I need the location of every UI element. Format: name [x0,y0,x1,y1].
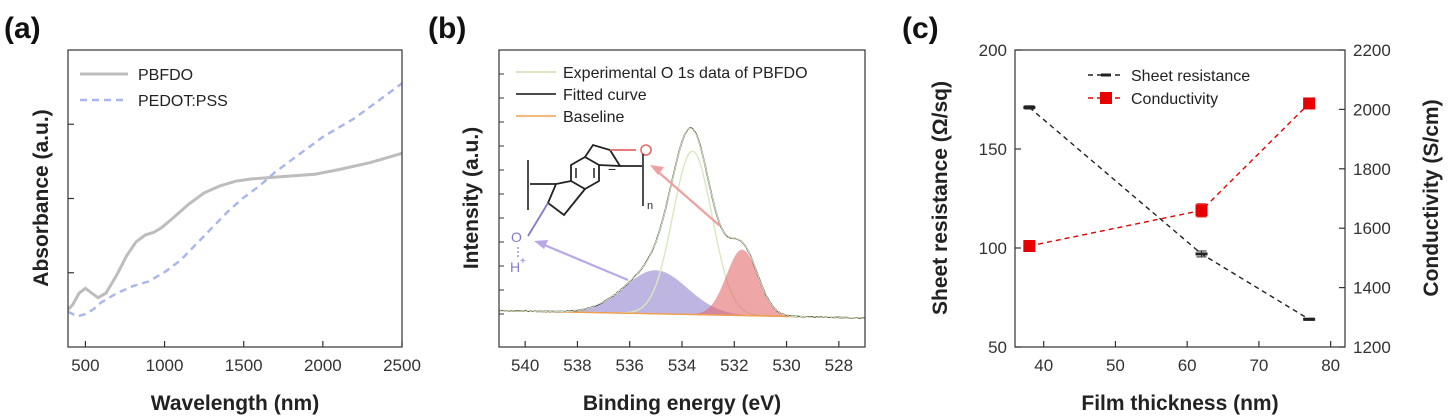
absorbance-x-axis-title: Wavelength (nm) [151,392,319,415]
chart-sheet-resistance: 40 50 60 70 80 50 100 150 200 1200 1400 1600 1800 200… [929,41,1443,415]
resistance-left-tick-label: 150 [979,140,1007,159]
legend-label-experimental: Experimental O 1s data of PBFDO [563,65,808,82]
resistance-legend: Sheet resistance Conductivity [1088,68,1250,108]
conductivity-right-tick-label: 1600 [1353,219,1391,238]
resistance-left-tick-label: 50 [988,338,1007,357]
lower-carbonyl-oxygen: O [511,229,522,245]
resistance-plot-frame [1014,49,1346,348]
absorbance-x-tick-label: 500 [71,356,99,375]
resistance-left-axis-title: Sheet resistance (Ω/sq) [929,81,952,315]
resistance-left-tick-label: 100 [979,239,1007,258]
proton-charge: + [520,256,526,267]
absorbance-x-tick-label: 2000 [304,356,342,375]
legend-label-pedot-pss: PEDOT:PSS [138,93,228,110]
absorbance-line-pbfdo [66,151,403,311]
xps-x-tick-label: 528 [825,356,853,375]
conductivity-right-tick-label: 1800 [1353,160,1391,179]
resistance-x-tick-label: 80 [1321,356,1340,375]
chart-absorbance: 500 1000 1500 2000 2500 PBFDO PEDOT:PSS Wave… [30,49,421,415]
absorbance-x-tick-label: 1000 [146,356,184,375]
legend-marker-conductivity [1100,92,1112,104]
conductivity-right-tick-label: 1200 [1353,338,1391,357]
legend-label-pbfdo: PBFDO [138,67,193,84]
absorbance-legend: PBFDO PEDOT:PSS [80,67,228,110]
proton-label: H [510,259,520,275]
xps-x-tick-label: 540 [511,356,539,375]
arrow-proton-head [534,240,548,249]
xps-series-layer [499,127,866,319]
panel-letter-b: (b) [428,12,466,45]
absorbance-series-layer [66,82,403,318]
conductivity-right-tick-label: 1400 [1353,279,1391,298]
xps-x-tick-label: 534 [668,356,696,375]
conductivity-right-tick-label: 2000 [1353,100,1391,119]
panel-letter-a: (a) [4,12,41,45]
absorbance-y-axis-title: Absorbance (a.u.) [30,109,53,286]
xps-x-tick-label: 536 [616,356,644,375]
xps-y-axis-title: Intensity (a.u.) [460,127,483,269]
xps-plot-frame [498,49,866,348]
xps-x-tick-label: 532 [720,356,748,375]
resistance-x-axis-title: Film thickness (nm) [1081,392,1278,415]
resistance-x-tick-label: 50 [1106,356,1125,375]
sheet-resistance-line [1028,106,1310,320]
molecule-structure: n − O H + [510,143,653,275]
resistance-x-tick-label: 70 [1249,356,1268,375]
arrow-carbonyl-shaft [655,169,721,227]
conductivity-right-tick-label: 2200 [1353,41,1391,60]
conductivity-point [1195,204,1208,217]
absorbance-line-pedot-pss [67,82,403,318]
repeat-subscript: n [647,200,653,212]
upper-carbonyl-oxygen [640,144,652,156]
chart-xps: 540 538 536 534 532 530 528 Experimental O 1s … [460,49,866,415]
resistance-series-layer [1023,97,1316,321]
radical-charge: − [608,161,616,177]
absorbance-ticks-layer: 500 1000 1500 2000 2500 [68,123,421,375]
resistance-x-tick-label: 60 [1178,356,1197,375]
benzene-ring [570,155,600,191]
conductivity-point [1023,240,1036,253]
absorbance-x-tick-label: 1500 [225,356,263,375]
legend-label-sheet-resistance: Sheet resistance [1131,68,1250,85]
annotation-arrows [534,165,721,282]
panel-letter-c: (c) [902,12,939,45]
arrow-proton-shaft [541,242,629,282]
legend-label-conductivity: Conductivity [1131,91,1218,108]
xps-x-axis-title: Binding energy (eV) [583,392,781,415]
resistance-ticks-layer: 40 50 60 70 80 50 100 150 200 1200 1400 1600 1800 200… [979,41,1391,375]
xps-ticks-layer: 540 538 536 534 532 530 528 [499,73,853,375]
xps-peak-high-energy [499,270,865,318]
legend-label-fitted: Fitted curve [563,87,647,104]
arrow-carbonyl-head [650,165,664,175]
absorbance-x-tick-label: 2500 [383,356,421,375]
resistance-x-tick-label: 40 [1034,356,1053,375]
xps-x-tick-label: 530 [772,356,800,375]
conductivity-right-axis-title: Conductivity (S/cm) [1420,99,1443,296]
xps-experimental-data [499,127,866,319]
conductivity-line [1029,103,1310,247]
lower-carbonyl-bond [527,202,549,237]
xps-x-tick-label: 538 [563,356,591,375]
legend-label-baseline: Baseline [563,109,624,126]
resistance-left-tick-label: 200 [979,41,1007,60]
conductivity-point [1303,97,1316,110]
absorbance-plot-frame [67,49,403,348]
xps-legend: Experimental O 1s data of PBFDO Fitted c… [516,65,808,126]
